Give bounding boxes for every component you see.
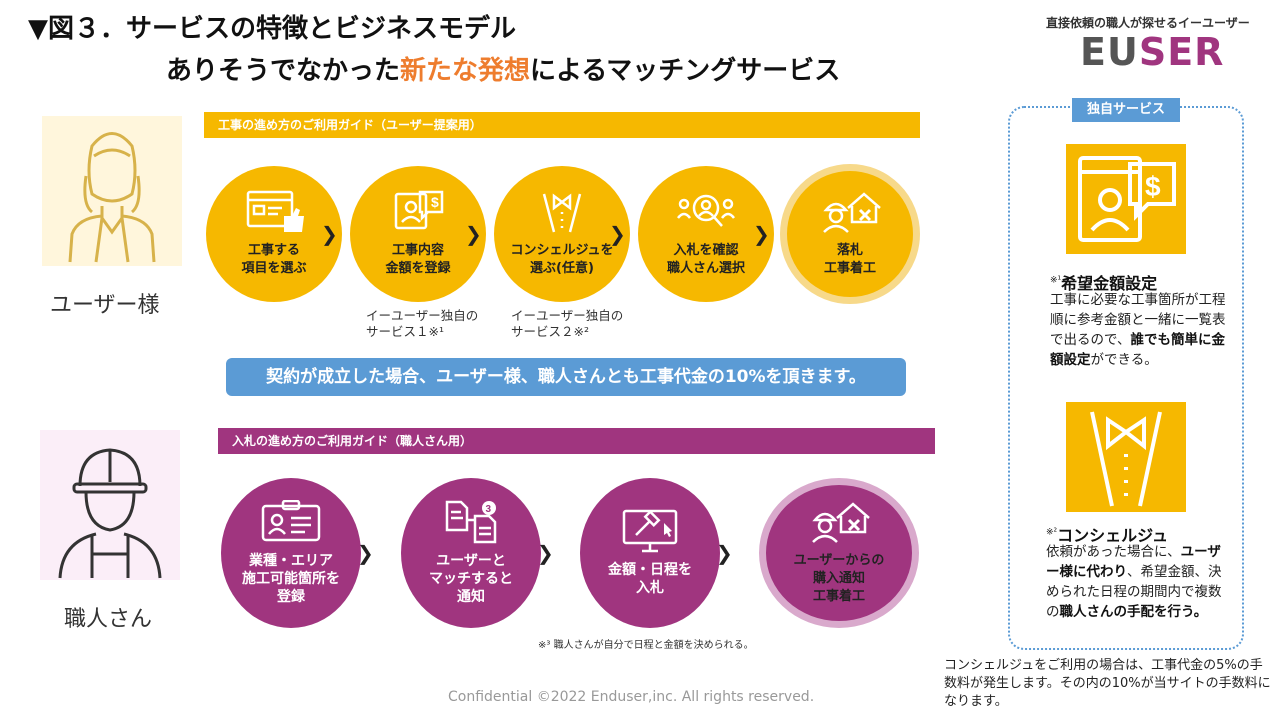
page-title: ▼図３．サービスの特徴とビジネスモデル bbox=[28, 14, 516, 44]
user-step-5-label: 落札 工事着工 bbox=[823, 243, 876, 276]
page-subtitle: ありそうでなかった新たな発想によるマッチングサービス bbox=[166, 50, 840, 87]
logo-part-1: EU bbox=[1080, 30, 1139, 74]
side-item-1-text-b: ができる。 bbox=[1090, 352, 1158, 368]
concierge-bowtie-icon bbox=[1066, 402, 1186, 512]
concierge-bowtie-icon bbox=[530, 190, 594, 234]
concierge-fee-note: コンシェルジュをご利用の場合は、工事代金の5%の手数料が発生します。その内の10… bbox=[944, 658, 1271, 709]
user-step-2: $ 工事内容 金額を登録 bbox=[350, 166, 486, 302]
unique-services-title: 独自サービス bbox=[1072, 98, 1180, 122]
side-item-2-text: 依頼があった場合に、ユーザー様に代わり、希望金額、決められた日程の期間内で複数の… bbox=[1046, 542, 1232, 622]
user-step-3: コンシェルジュを 選ぶ(任意) bbox=[494, 166, 630, 302]
user-step-3-label: コンシェルジュを 選ぶ(任意) bbox=[510, 243, 614, 276]
arrow-right-icon: ❯ bbox=[753, 222, 770, 246]
user-guide-band: 工事の進め方のご利用ガイド（ユーザー提案用） bbox=[204, 112, 920, 138]
side-item-1-text-a: 工事に必要な工事箇所が工程順に参考金額と一緒に一覧表で出るので、 bbox=[1050, 292, 1226, 348]
search-people-icon bbox=[674, 190, 738, 234]
user-step-1-label: 工事する 項目を選ぶ bbox=[241, 243, 307, 276]
contract-banner: 契約が成立した場合、ユーザー様、職人さんとも工事代金の10%を頂きます。 bbox=[226, 358, 906, 396]
side-item-2-text-a: 依頼があった場合に、 bbox=[1046, 544, 1181, 560]
user-note-2: イーユーザー独自の サービス２※² bbox=[511, 308, 624, 339]
id-card-icon bbox=[259, 499, 323, 544]
worker-icon bbox=[58, 448, 162, 579]
subtitle-highlight: 新たな発想 bbox=[400, 56, 531, 86]
logo-part-2: SER bbox=[1138, 30, 1225, 74]
brand-tagline: 直接依頼の職人が探せるイーユーザー bbox=[1046, 16, 1250, 30]
arrow-right-icon: ❯ bbox=[537, 541, 554, 565]
side-item-2-title: コンシェルジュ bbox=[1057, 526, 1169, 545]
craftsman-step-4: ユーザーからの 購入通知 工事着工 bbox=[759, 478, 919, 628]
user-note-1: イーユーザー独自の サービス１※¹ bbox=[366, 308, 479, 339]
side-item-1-head: ※¹希望金額設定 bbox=[1050, 270, 1157, 294]
svg-text:3: 3 bbox=[486, 504, 492, 515]
side-item-1-mark: ※¹ bbox=[1050, 275, 1062, 286]
user-label: ユーザー様 bbox=[50, 293, 160, 318]
subtitle-pre: ありそうでなかった bbox=[166, 56, 401, 86]
craftsman-step-3: 金額・日程を 入札 bbox=[580, 478, 720, 628]
worker-house-icon bbox=[807, 500, 871, 544]
craftsman-step-3-label: 金額・日程を 入札 bbox=[608, 562, 692, 596]
craftsman-label: 職人さん bbox=[64, 607, 153, 632]
side-item-2-mark: ※² bbox=[1046, 527, 1058, 538]
craftsman-step-2: 3 ユーザーと マッチすると 通知 bbox=[401, 478, 541, 628]
documents-match-icon: 3 bbox=[439, 500, 503, 544]
price-profile-icon: $ bbox=[386, 190, 450, 234]
side-item-2-text-bold-b: 職人さんの手配を行う。 bbox=[1059, 604, 1208, 620]
brand-logo: EUSER bbox=[1080, 30, 1224, 74]
thumbs-up-web-icon bbox=[242, 190, 306, 234]
craftsman-avatar bbox=[40, 430, 180, 580]
user-step-4-label: 入札を確認 職人さん選択 bbox=[666, 243, 745, 276]
price-profile-icon: $ bbox=[1066, 144, 1186, 254]
side-item-1-text: 工事に必要な工事箇所が工程順に参考金額と一緒に一覧表で出るので、誰でも簡単に金額… bbox=[1050, 290, 1236, 370]
svg-text:$: $ bbox=[431, 194, 439, 210]
craftsman-guide-band: 入札の進め方のご利用ガイド（職人さん用） bbox=[218, 428, 935, 454]
auction-monitor-icon bbox=[618, 509, 682, 553]
svg-text:$: $ bbox=[1145, 171, 1161, 202]
user-step-2-label: 工事内容 金額を登録 bbox=[385, 243, 451, 276]
side-item-1-text-bold: 誰でも簡単に金額設定 bbox=[1050, 332, 1225, 368]
worker-house-icon bbox=[818, 190, 882, 234]
craftsman-step-1-label: 業種・エリア 施工可能箇所を 登録 bbox=[242, 553, 340, 605]
user-step-1: 工事する 項目を選ぶ bbox=[206, 166, 342, 302]
craftsman-step-2-label: ユーザーと マッチすると 通知 bbox=[429, 553, 513, 605]
side-item-2-head: ※²コンシェルジュ bbox=[1046, 522, 1168, 546]
side-item-1-title: 希望金額設定 bbox=[1061, 274, 1158, 293]
side-item-2-text-bold-a: ユーザー様に代わり bbox=[1046, 544, 1221, 580]
user-step-4: 入札を確認 職人さん選択 bbox=[638, 166, 774, 302]
arrow-right-icon: ❯ bbox=[321, 222, 338, 246]
craftsman-step-4-label: ユーザーからの 購入通知 工事着工 bbox=[793, 553, 885, 604]
side-item-2-text-b: 、希望金額、決められた日程の期間内で複数の bbox=[1046, 564, 1222, 620]
arrow-right-icon: ❯ bbox=[609, 222, 626, 246]
arrow-right-icon: ❯ bbox=[716, 541, 733, 565]
arrow-right-icon: ❯ bbox=[465, 222, 482, 246]
craftsman-step-1: 業種・エリア 施工可能箇所を 登録 bbox=[221, 478, 361, 628]
user-step-5: 落札 工事着工 bbox=[780, 164, 920, 304]
confidential-notice: Confidential ©2022 Enduser,inc. All righ… bbox=[448, 689, 815, 705]
craftsman-footnote: ※³ 職人さんが自分で日程と金額を決められる。 bbox=[538, 640, 754, 651]
woman-icon bbox=[68, 132, 156, 263]
arrow-right-icon: ❯ bbox=[357, 541, 374, 565]
subtitle-post: によるマッチングサービス bbox=[530, 56, 841, 86]
user-avatar bbox=[42, 116, 182, 266]
